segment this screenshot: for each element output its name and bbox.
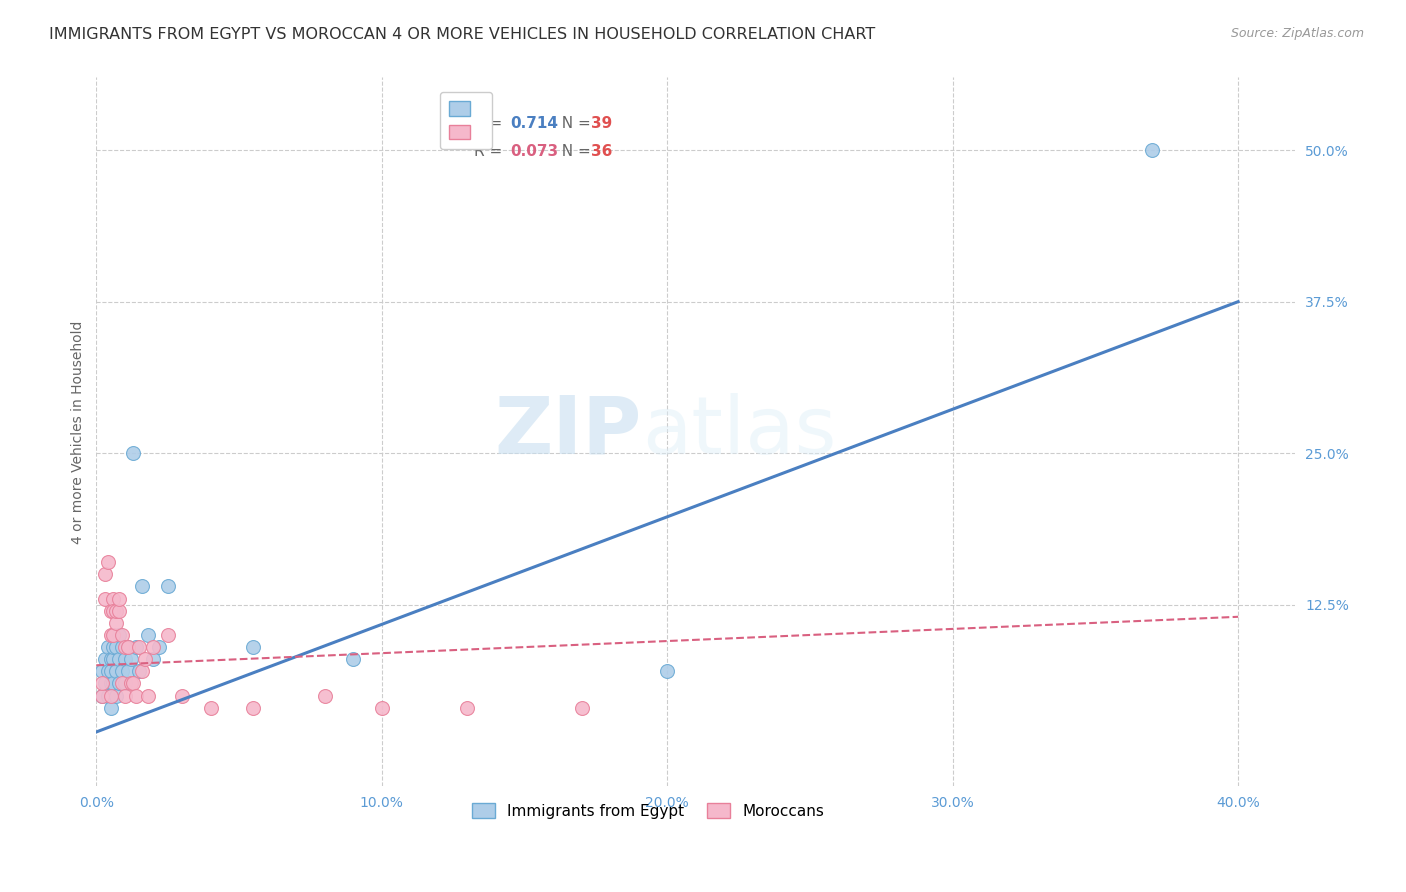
Point xyxy=(108,652,131,666)
Text: atlas: atlas xyxy=(641,393,837,471)
Point xyxy=(111,676,134,690)
Point xyxy=(125,689,148,703)
Text: Source: ZipAtlas.com: Source: ZipAtlas.com xyxy=(1230,27,1364,40)
Point xyxy=(108,676,131,690)
Point xyxy=(103,640,125,654)
Point xyxy=(100,628,122,642)
Point xyxy=(156,628,179,642)
Point xyxy=(142,640,165,654)
Text: 0.714: 0.714 xyxy=(510,116,558,131)
Point xyxy=(156,580,179,594)
Point xyxy=(114,676,136,690)
Point xyxy=(136,628,159,642)
Point xyxy=(148,640,170,654)
Point xyxy=(571,700,593,714)
Text: ZIP: ZIP xyxy=(495,393,641,471)
Point xyxy=(657,665,679,679)
Point xyxy=(100,652,122,666)
Point xyxy=(103,652,125,666)
Point xyxy=(122,446,145,460)
Point xyxy=(122,676,145,690)
Text: 0.073: 0.073 xyxy=(510,145,558,160)
Point xyxy=(94,567,117,582)
Text: R =: R = xyxy=(474,116,508,131)
Point xyxy=(100,689,122,703)
Point xyxy=(100,604,122,618)
Point xyxy=(97,665,120,679)
Point xyxy=(142,652,165,666)
Text: 39: 39 xyxy=(592,116,613,131)
Point xyxy=(105,615,128,630)
Point xyxy=(91,676,114,690)
Point xyxy=(103,676,125,690)
Point xyxy=(108,628,131,642)
Point xyxy=(242,700,264,714)
Point xyxy=(103,591,125,606)
Point xyxy=(91,689,114,703)
Point xyxy=(456,700,478,714)
Point xyxy=(108,604,131,618)
Point xyxy=(111,665,134,679)
Text: IMMIGRANTS FROM EGYPT VS MOROCCAN 4 OR MORE VEHICLES IN HOUSEHOLD CORRELATION CH: IMMIGRANTS FROM EGYPT VS MOROCCAN 4 OR M… xyxy=(49,27,876,42)
Point xyxy=(100,676,122,690)
Point xyxy=(94,676,117,690)
Point xyxy=(105,689,128,703)
Point xyxy=(114,689,136,703)
Point xyxy=(314,689,336,703)
Point xyxy=(371,700,394,714)
Point xyxy=(97,555,120,569)
Text: R =: R = xyxy=(474,145,508,160)
Point xyxy=(125,640,148,654)
Point xyxy=(134,652,156,666)
Point xyxy=(242,640,264,654)
Point xyxy=(91,665,114,679)
Point xyxy=(97,640,120,654)
Point xyxy=(200,700,222,714)
Point xyxy=(114,640,136,654)
Point xyxy=(100,700,122,714)
Point xyxy=(111,640,134,654)
Point xyxy=(342,652,364,666)
Point xyxy=(136,689,159,703)
Point xyxy=(103,604,125,618)
Point xyxy=(131,665,153,679)
Point xyxy=(170,689,193,703)
Point xyxy=(94,591,117,606)
Point xyxy=(117,640,139,654)
Point xyxy=(94,652,117,666)
Point xyxy=(108,591,131,606)
Point xyxy=(117,665,139,679)
Text: 36: 36 xyxy=(592,145,613,160)
Point xyxy=(114,652,136,666)
Point xyxy=(111,628,134,642)
Point xyxy=(105,640,128,654)
Point xyxy=(1142,143,1164,157)
Y-axis label: 4 or more Vehicles in Household: 4 or more Vehicles in Household xyxy=(72,320,86,543)
Point xyxy=(91,689,114,703)
Point xyxy=(120,676,142,690)
Point xyxy=(117,640,139,654)
Point xyxy=(128,640,150,654)
Point xyxy=(97,689,120,703)
Legend: Immigrants from Egypt, Moroccans: Immigrants from Egypt, Moroccans xyxy=(465,797,830,825)
Point xyxy=(100,665,122,679)
Point xyxy=(131,580,153,594)
Point xyxy=(120,652,142,666)
Text: N =: N = xyxy=(553,116,596,131)
Point xyxy=(128,665,150,679)
Text: N =: N = xyxy=(553,145,596,160)
Point xyxy=(105,604,128,618)
Point xyxy=(105,665,128,679)
Point xyxy=(103,628,125,642)
